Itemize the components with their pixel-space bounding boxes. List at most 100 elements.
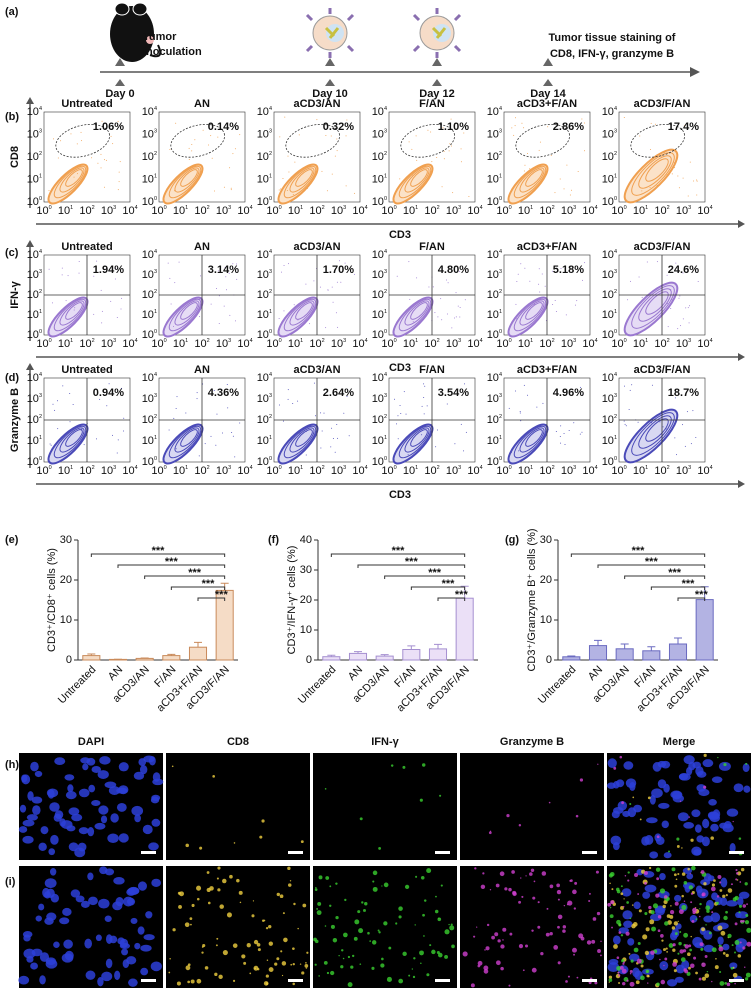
stain — [451, 944, 455, 949]
event-dot — [220, 389, 222, 391]
event-dot — [574, 304, 576, 306]
contour — [283, 165, 317, 199]
tick-label: 104 — [352, 338, 367, 350]
bar — [375, 655, 394, 661]
stain — [491, 935, 495, 940]
tick-base: 10 — [633, 205, 645, 217]
stain — [736, 872, 739, 875]
tick-base: 10 — [372, 249, 384, 261]
tick-base: 10 — [602, 106, 614, 118]
event-dot — [434, 312, 436, 314]
stain — [701, 893, 705, 897]
tick-base: 10 — [27, 249, 39, 261]
tick-base: 10 — [676, 465, 688, 477]
tick-base: 10 — [101, 338, 113, 350]
contour — [410, 429, 428, 447]
stain — [347, 955, 351, 959]
tick-label: 100 — [496, 205, 511, 217]
stain — [525, 875, 527, 877]
bar — [562, 656, 581, 661]
tick-base: 10 — [257, 414, 269, 426]
gate-percent: 2.64% — [323, 387, 354, 399]
tick-exp: 4 — [39, 249, 42, 255]
nucleus — [149, 756, 156, 766]
tick-exp: 1 — [614, 435, 617, 441]
event-dot — [198, 163, 200, 165]
tick-base: 10 — [194, 205, 206, 217]
stain — [635, 980, 640, 985]
stain — [716, 895, 720, 898]
nucleus — [621, 888, 632, 897]
event-dot — [79, 428, 81, 430]
tick-label: 101 — [257, 309, 272, 321]
tick-exp: 1 — [70, 205, 73, 211]
stain — [206, 871, 210, 874]
nanoparticle-icon — [412, 8, 462, 58]
tick-label: 103 — [372, 393, 387, 405]
stain — [361, 901, 364, 904]
tick-label: 104 — [602, 249, 617, 261]
tick-exp: 1 — [70, 338, 73, 344]
stain — [656, 982, 660, 987]
tick-label: 102 — [27, 414, 42, 426]
stain — [572, 947, 577, 953]
group-title: aCD3+F/AN — [517, 241, 577, 253]
tick-base: 10 — [173, 205, 185, 217]
scale-bar — [582, 979, 597, 982]
tick-label: 101 — [372, 173, 387, 185]
event-dot — [191, 150, 193, 152]
flow-plot: AN4.36% — [158, 364, 246, 465]
tick-label: 103 — [142, 128, 157, 140]
event-dot — [229, 314, 231, 316]
stain — [556, 883, 560, 888]
event-dot — [174, 282, 176, 284]
event-dot — [416, 277, 418, 279]
tick-base: 10 — [331, 205, 343, 217]
stain — [668, 943, 674, 948]
event-dot — [682, 272, 684, 274]
stain — [711, 883, 716, 887]
stain — [660, 934, 664, 938]
stain — [637, 941, 641, 945]
tick-exp: 1 — [415, 205, 418, 211]
stain — [580, 936, 585, 941]
stain — [364, 902, 368, 906]
stain — [633, 947, 639, 953]
nucleus — [612, 807, 624, 814]
event-dot — [544, 285, 546, 287]
stain — [482, 872, 485, 875]
tick-label: 103 — [101, 465, 116, 477]
stain — [304, 963, 309, 968]
tick-base: 10 — [446, 465, 458, 477]
event-dot — [73, 309, 75, 311]
nucleus — [742, 763, 750, 772]
tick-base: 10 — [58, 465, 70, 477]
stain — [666, 914, 671, 918]
stain — [256, 942, 261, 947]
stain — [575, 814, 579, 818]
tick-label: 102 — [257, 289, 272, 301]
event-dot — [629, 280, 631, 282]
event-dot — [468, 196, 470, 198]
event-dot — [685, 307, 687, 309]
event-dot — [432, 286, 434, 288]
nucleus — [612, 935, 621, 945]
tick-exp: 3 — [154, 269, 157, 275]
tick-base: 10 — [611, 205, 623, 217]
stain — [408, 974, 411, 977]
stain — [689, 948, 693, 952]
event-dot — [515, 390, 517, 392]
tick-base: 10 — [496, 338, 508, 350]
group-title: AN — [194, 364, 210, 376]
event-dot — [446, 313, 448, 315]
event-dot — [108, 383, 110, 385]
nucleus — [118, 785, 129, 795]
stain — [623, 961, 625, 964]
tick-base: 10 — [487, 289, 499, 301]
stain — [670, 910, 675, 915]
significance-bracket — [597, 564, 706, 568]
y-axis-title: CD3⁺/CD8⁺ cells (%) — [46, 548, 58, 652]
tick-exp: 3 — [154, 393, 157, 399]
nucleus — [78, 827, 89, 835]
nucleus — [44, 878, 57, 889]
